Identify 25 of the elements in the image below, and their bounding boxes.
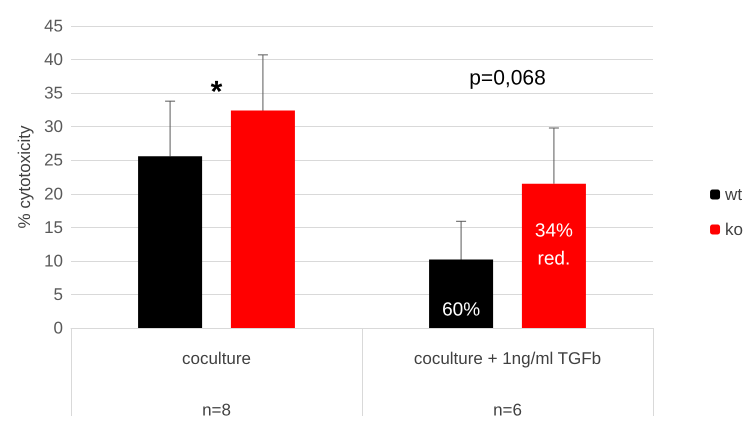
bar (522, 184, 586, 328)
annotation: 34% red. (534, 220, 574, 270)
bar (230, 110, 295, 328)
bar (138, 156, 202, 328)
y-tick-label: 15 (44, 218, 63, 237)
y-tick-label: 45 (44, 16, 63, 36)
annotation: 60% (442, 300, 480, 320)
y-tick-label: 30 (44, 117, 63, 136)
y-tick-label: 25 (44, 150, 63, 170)
legend-label: ko (725, 220, 744, 239)
y-tick-label: 20 (44, 184, 63, 204)
y-axis-title: % cytotoxicity (15, 125, 34, 228)
text: n=8 (202, 400, 231, 420)
y-tick-label: 40 (44, 50, 63, 70)
x-tick-label: coculture (182, 349, 251, 368)
bar (429, 260, 494, 328)
text: n=6 (493, 400, 522, 420)
legend-label: wt (724, 185, 742, 204)
annotation: p=0,068 (469, 66, 546, 90)
y-tick-label: 10 (44, 251, 63, 270)
y-tick-label: 35 (44, 84, 63, 103)
y-tick-label: 5 (54, 284, 63, 304)
y-tick-label: 0 (54, 318, 63, 338)
x-tick-label: coculture + 1ng/ml TGFb (414, 349, 602, 368)
annotation: * (210, 76, 223, 108)
